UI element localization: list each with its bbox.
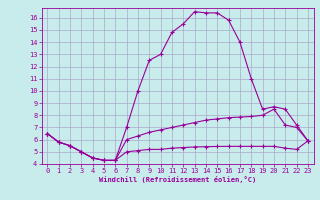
X-axis label: Windchill (Refroidissement éolien,°C): Windchill (Refroidissement éolien,°C) [99, 176, 256, 183]
